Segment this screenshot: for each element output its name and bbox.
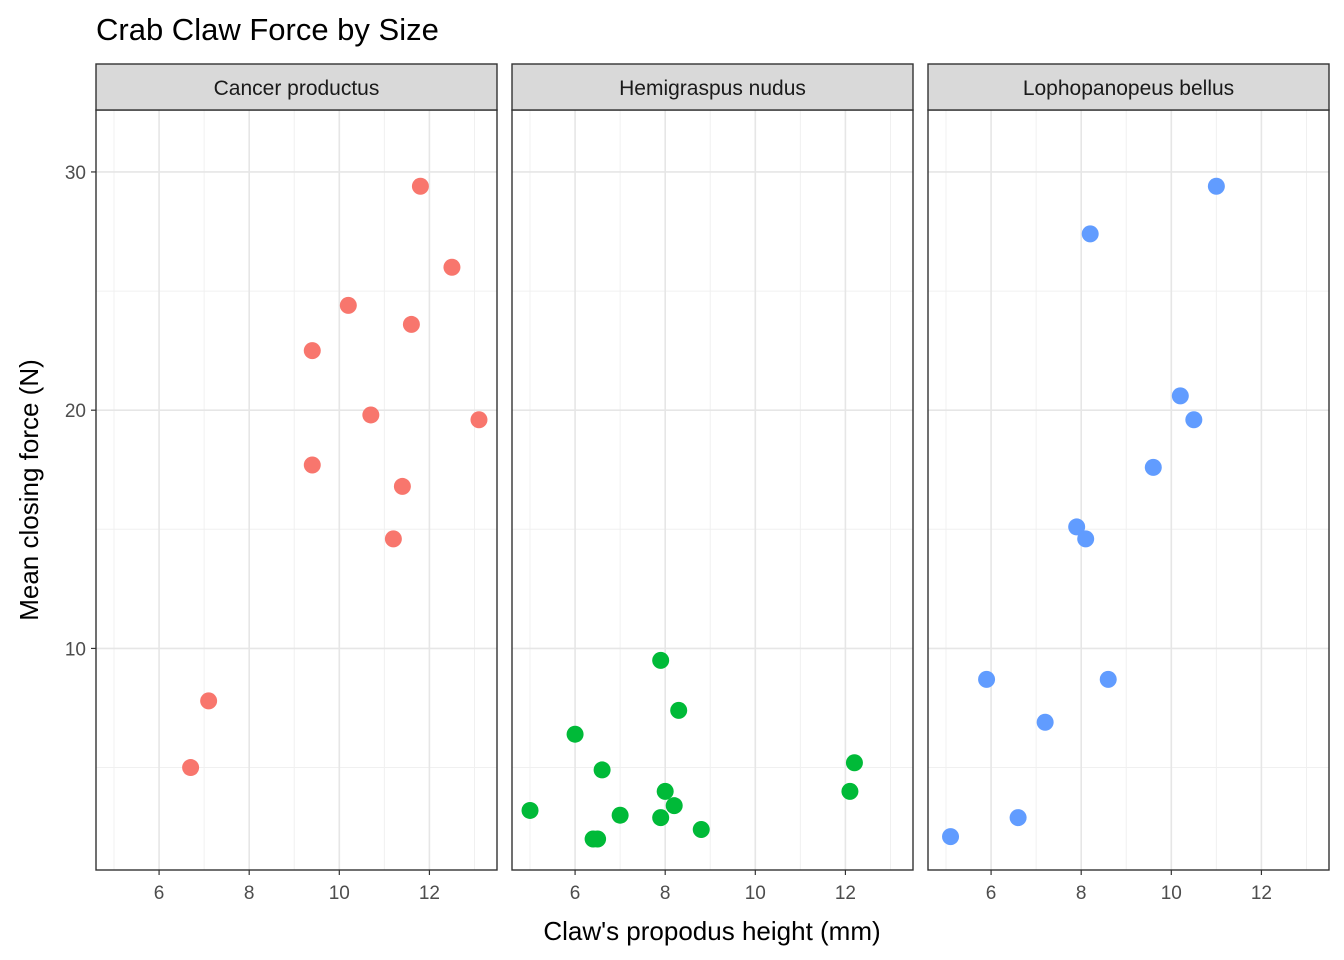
- facet-strip: [511, 63, 914, 111]
- x-tick-label: 10: [745, 883, 766, 904]
- data-point: [1144, 458, 1162, 476]
- data-point: [652, 809, 670, 827]
- data-point: [1077, 530, 1095, 548]
- data-point: [652, 651, 670, 669]
- chart-title: Crab Claw Force by Size: [96, 12, 439, 47]
- facet-strip: [927, 63, 1330, 111]
- x-tick-label: 6: [154, 883, 165, 904]
- y-axis: 10 20 30: [65, 163, 96, 660]
- facet-panel: Cancer productus 6 8 10 12: [95, 63, 498, 904]
- data-point: [978, 670, 996, 688]
- y-axis-title: Mean closing force (N): [14, 359, 44, 621]
- facet-panels: Cancer productus 6 8 10 12 Hemigraspus nudus 6…: [95, 63, 1330, 904]
- data-point: [402, 315, 420, 333]
- data-point: [665, 797, 683, 815]
- data-point: [303, 342, 321, 360]
- facet-panel: Lophopanopeus bellus 6 8 10 12: [927, 63, 1330, 904]
- x-tick-label: 12: [835, 883, 856, 904]
- facet-strip-label: Cancer productus: [214, 77, 380, 100]
- data-point: [589, 830, 607, 848]
- data-point: [362, 406, 380, 424]
- facet-panel: Hemigraspus nudus 6 8 10 12: [511, 63, 914, 904]
- data-point: [1171, 387, 1189, 405]
- facet-strip-label: Hemigraspus nudus: [619, 77, 806, 100]
- x-tick-label: 6: [986, 883, 997, 904]
- data-point: [182, 759, 200, 777]
- data-point: [670, 701, 688, 719]
- x-tick-label: 10: [1161, 883, 1182, 904]
- data-point: [845, 754, 863, 772]
- data-point: [1081, 225, 1099, 243]
- data-point: [384, 530, 402, 548]
- facet-strip: [95, 63, 498, 111]
- x-tick-label: 8: [244, 883, 255, 904]
- data-point: [1036, 713, 1054, 731]
- y-tick-label: 10: [65, 639, 86, 660]
- data-point: [443, 258, 461, 276]
- data-point: [611, 806, 629, 824]
- data-point: [1185, 411, 1203, 429]
- x-tick-label: 12: [1251, 883, 1272, 904]
- data-point: [1099, 670, 1117, 688]
- x-tick-label: 6: [570, 883, 581, 904]
- data-point: [200, 692, 218, 710]
- data-point: [411, 177, 429, 195]
- data-point: [841, 782, 859, 800]
- data-point: [692, 820, 710, 838]
- x-tick-label: 8: [1076, 883, 1087, 904]
- data-point: [942, 828, 960, 846]
- x-tick-label: 8: [660, 883, 671, 904]
- data-point: [521, 801, 539, 819]
- x-axis-title: Claw's propodus height (mm): [543, 916, 880, 946]
- panel-background: [928, 110, 1329, 870]
- data-point: [656, 782, 674, 800]
- data-point: [339, 296, 357, 314]
- data-point: [393, 477, 411, 495]
- data-point: [593, 761, 611, 779]
- y-tick-label: 30: [65, 163, 86, 184]
- x-tick-label: 10: [329, 883, 350, 904]
- data-point: [566, 725, 584, 743]
- y-tick-label: 20: [65, 401, 86, 422]
- data-point: [470, 411, 488, 429]
- data-point: [1207, 177, 1225, 195]
- data-point: [1068, 518, 1086, 536]
- data-point: [1009, 809, 1027, 827]
- x-tick-label: 12: [419, 883, 440, 904]
- panel-background: [96, 110, 497, 870]
- facet-strip-label: Lophopanopeus bellus: [1023, 77, 1234, 100]
- data-point: [303, 456, 321, 474]
